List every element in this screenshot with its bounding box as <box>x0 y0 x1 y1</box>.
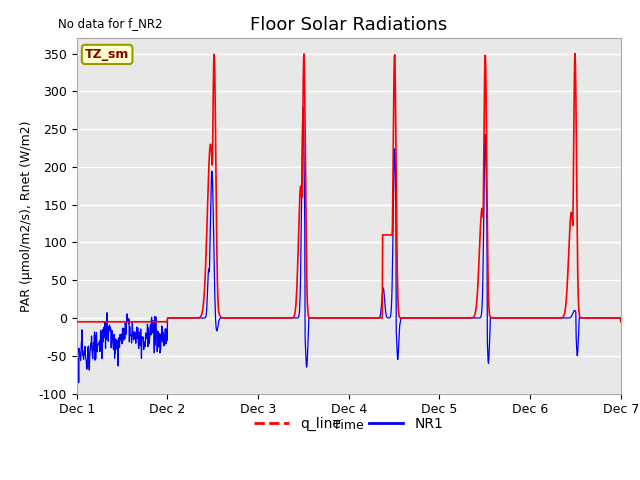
Legend: q_line, NR1: q_line, NR1 <box>249 411 449 436</box>
X-axis label: Time: Time <box>333 419 364 432</box>
Text: TZ_sm: TZ_sm <box>85 48 129 61</box>
Y-axis label: PAR (μmol/m2/s), Rnet (W/m2): PAR (μmol/m2/s), Rnet (W/m2) <box>20 120 33 312</box>
Title: Floor Solar Radiations: Floor Solar Radiations <box>250 16 447 34</box>
Text: No data for f_NR2: No data for f_NR2 <box>58 17 162 30</box>
